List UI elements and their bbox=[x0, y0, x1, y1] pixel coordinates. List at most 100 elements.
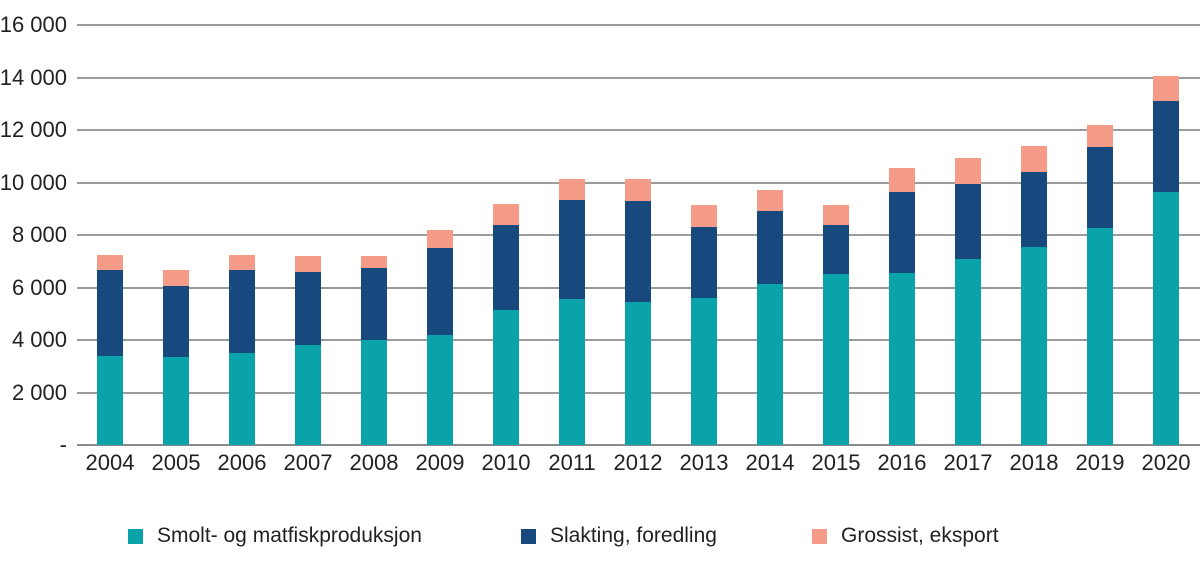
bar-segment bbox=[229, 270, 255, 354]
bar-segment bbox=[1021, 246, 1047, 445]
bar-segment bbox=[559, 199, 585, 300]
bar-segment bbox=[361, 267, 387, 340]
bar-stack-2008 bbox=[361, 256, 387, 445]
bar-segment bbox=[757, 190, 783, 212]
bar-segment bbox=[97, 254, 123, 271]
y-tick-label-10000: 10 000 bbox=[0, 169, 67, 195]
bar-segment bbox=[361, 340, 387, 445]
bar-segment bbox=[1153, 191, 1179, 445]
bar-segment bbox=[229, 353, 255, 445]
bar-segment bbox=[1087, 147, 1113, 229]
bar-stack-2005 bbox=[163, 270, 189, 445]
y-tick-label-2000: 2 000 bbox=[11, 379, 67, 405]
bar-stack-2004 bbox=[97, 254, 123, 445]
bar-stack-2009 bbox=[427, 229, 453, 445]
bar-segment bbox=[163, 357, 189, 445]
gridline-0 bbox=[77, 444, 1200, 446]
bar-segment bbox=[691, 227, 717, 298]
bar-segment bbox=[691, 204, 717, 228]
bar-segment bbox=[955, 157, 981, 184]
gridline-16000 bbox=[77, 24, 1200, 26]
bar-segment bbox=[625, 178, 651, 201]
bar-segment bbox=[493, 203, 519, 225]
x-tick-label-2020: 2020 bbox=[1141, 450, 1191, 475]
bar-stack-2007 bbox=[295, 256, 321, 445]
x-tick-label-2006: 2006 bbox=[217, 450, 267, 475]
bar-segment bbox=[889, 168, 915, 192]
x-tick-label-2005: 2005 bbox=[151, 450, 201, 475]
y-tick-label-8000: 8 000 bbox=[11, 222, 67, 247]
bar-segment bbox=[1153, 101, 1179, 192]
legend-swatch-grossist bbox=[812, 528, 827, 544]
gridline-12000 bbox=[77, 129, 1200, 131]
x-tick-label-2009: 2009 bbox=[415, 450, 465, 475]
bar-segment bbox=[97, 270, 123, 356]
bar-segment bbox=[295, 271, 321, 346]
bar-segment bbox=[229, 254, 255, 271]
legend-label-slakting: Slakting, foredling bbox=[550, 524, 717, 547]
bar-segment bbox=[625, 200, 651, 302]
x-tick-label-2014: 2014 bbox=[745, 450, 795, 475]
legend-swatch-smolt bbox=[128, 528, 143, 544]
bar-segment bbox=[1087, 228, 1113, 445]
x-tick-label-2015: 2015 bbox=[811, 450, 861, 475]
bar-segment bbox=[427, 334, 453, 445]
legend-swatch-slakting bbox=[521, 528, 536, 544]
bar-segment bbox=[559, 178, 585, 200]
bar-stack-2010 bbox=[493, 203, 519, 445]
bar-stack-2018 bbox=[1021, 145, 1047, 445]
bar-segment bbox=[691, 298, 717, 445]
y-tick-label-6000: 6 000 bbox=[11, 274, 67, 300]
x-tick-label-2016: 2016 bbox=[877, 450, 927, 475]
bar-segment bbox=[1021, 145, 1047, 172]
bar-stack-2011 bbox=[559, 178, 585, 445]
bar-segment bbox=[559, 299, 585, 445]
bar-segment bbox=[493, 309, 519, 445]
x-tick-label-2017: 2017 bbox=[943, 450, 993, 475]
x-tick-label-2011: 2011 bbox=[548, 450, 596, 475]
bar-segment bbox=[493, 224, 519, 310]
bar-stack-2012 bbox=[625, 178, 651, 445]
x-tick-label-2004: 2004 bbox=[85, 450, 135, 475]
legend-label-grossist: Grossist, eksport bbox=[841, 524, 999, 547]
bar-segment bbox=[163, 286, 189, 358]
legend-item-slakting: Slakting, foredling bbox=[521, 521, 717, 551]
bar-stack-2017 bbox=[955, 157, 981, 445]
bar-stack-2013 bbox=[691, 204, 717, 445]
x-tick-label-2008: 2008 bbox=[349, 450, 399, 475]
bar-segment bbox=[361, 256, 387, 268]
bar-segment bbox=[1021, 172, 1047, 247]
bar-segment bbox=[757, 211, 783, 284]
bar-segment bbox=[1087, 124, 1113, 148]
bar-segment bbox=[427, 248, 453, 335]
bar-stack-2015 bbox=[823, 204, 849, 445]
bar-segment bbox=[889, 191, 915, 274]
bar-segment bbox=[889, 273, 915, 445]
bar-stack-2014 bbox=[757, 190, 783, 445]
bar-segment bbox=[625, 301, 651, 445]
bar-segment bbox=[295, 256, 321, 272]
gridline-14000 bbox=[77, 76, 1200, 79]
bar-stack-2016 bbox=[889, 168, 915, 445]
bar-segment bbox=[823, 204, 849, 225]
bar-segment bbox=[1153, 76, 1179, 102]
x-tick-label-2010: 2010 bbox=[481, 450, 531, 475]
bar-stack-2020 bbox=[1153, 76, 1179, 445]
bar-stack-2006 bbox=[229, 254, 255, 445]
bar-segment bbox=[757, 283, 783, 445]
x-tick-label-2007: 2007 bbox=[283, 450, 333, 475]
bar-segment bbox=[823, 274, 849, 445]
bar-segment bbox=[163, 270, 189, 287]
y-tick-label-0: - bbox=[59, 432, 67, 457]
legend-label-smolt: Smolt- og matfiskproduksjon bbox=[157, 524, 422, 547]
x-tick-label-2018: 2018 bbox=[1009, 450, 1059, 475]
x-tick-label-2013: 2013 bbox=[679, 450, 729, 475]
bar-segment bbox=[955, 258, 981, 445]
y-tick-label-12000: 12 000 bbox=[0, 117, 67, 142]
y-tick-label-16000: 16 000 bbox=[0, 12, 67, 37]
y-tick-label-14000: 14 000 bbox=[0, 64, 67, 90]
bar-segment bbox=[97, 355, 123, 445]
bar-segment bbox=[427, 229, 453, 249]
bar-segment bbox=[955, 183, 981, 259]
